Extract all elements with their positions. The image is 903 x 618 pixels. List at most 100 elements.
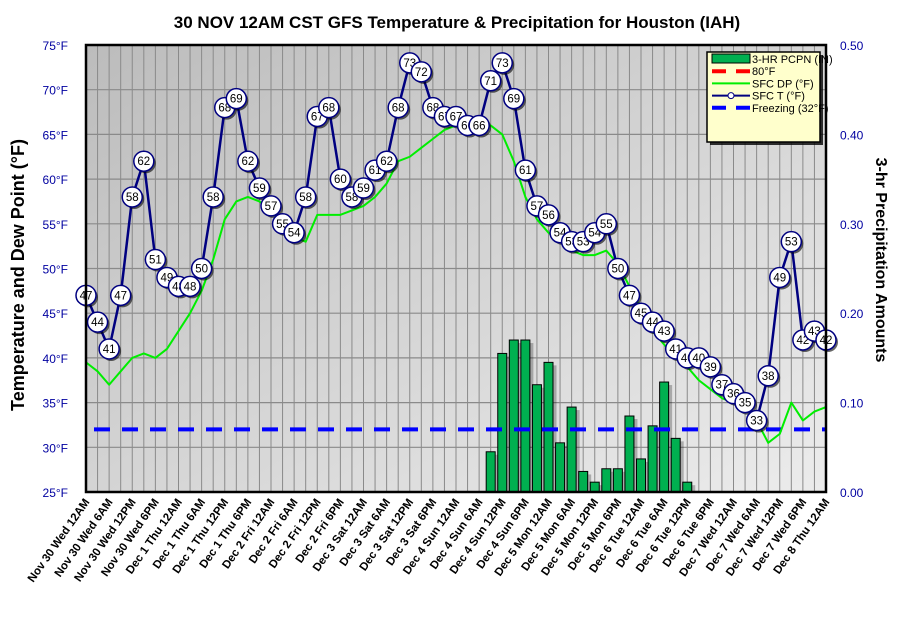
precip-bar (520, 339, 531, 493)
temp-point (98, 338, 120, 360)
temp-data-label: 47 (623, 290, 636, 302)
precip-bar (670, 437, 681, 493)
temp-data-label: 59 (253, 183, 266, 195)
legend-label: 80°F (752, 66, 776, 78)
temp-point (769, 266, 791, 289)
precip-bar (659, 381, 670, 493)
temp-point (248, 177, 271, 199)
temp-point (618, 284, 641, 307)
legend-label: SFC T (°F) (752, 91, 805, 103)
y-tick-label: 50°F (43, 263, 68, 277)
temp-data-label: 72 (415, 67, 428, 79)
temp-data-label: 68 (392, 103, 405, 115)
y2-tick-label: 0.30 (840, 218, 864, 232)
temp-data-label: 71 (484, 76, 497, 88)
temp-point (329, 168, 352, 190)
temp-data-label: 35 (739, 398, 752, 410)
temp-data-label: 44 (91, 317, 104, 329)
temp-point (653, 320, 675, 342)
temp-point (121, 186, 143, 208)
temp-data-label: 59 (357, 183, 370, 195)
precip-bar (497, 352, 508, 493)
y-tick-label: 70°F (43, 84, 68, 98)
temp-point (260, 195, 282, 217)
temp-data-label: 43 (658, 326, 671, 338)
precip-bar (543, 361, 554, 493)
temp-data-label: 62 (380, 156, 393, 168)
plot-border (84, 43, 828, 494)
chart-title: 30 NOV 12AM CST GFS Temperature & Precip… (174, 13, 740, 32)
temp-data-label: 61 (519, 165, 532, 177)
temp-point (179, 275, 201, 298)
y-tick-label: 45°F (43, 307, 68, 321)
temp-point (387, 96, 409, 119)
temp-data-label: 54 (288, 228, 301, 240)
temp-data-label: 50 (195, 264, 208, 276)
temp-data-label: 39 (704, 362, 717, 374)
temp-point (410, 61, 433, 83)
precip-bar (531, 384, 542, 493)
temp-data-label: 53 (577, 237, 590, 249)
temp-point (503, 87, 525, 110)
temp-data-label: 33 (750, 415, 763, 427)
precip-bar (555, 442, 566, 493)
temp-data-label: 56 (542, 210, 555, 222)
legend-label: Freezing (32°F) (752, 103, 829, 115)
temp-data-label: 55 (600, 219, 613, 231)
temp-data-label: 58 (299, 192, 312, 204)
temp-point (237, 150, 259, 172)
temp-point (144, 248, 167, 271)
temp-point (133, 150, 155, 172)
temp-data-label: 38 (762, 371, 775, 383)
temp-point (283, 221, 305, 244)
temp-point (225, 87, 248, 110)
temp-data-label: 47 (114, 290, 127, 302)
y2-tick-label: 0.50 (840, 39, 864, 53)
y2-axis-label: 3-hr Precipitation Amounts (872, 158, 889, 363)
temp-data-label: 51 (149, 255, 162, 267)
y-tick-label: 60°F (43, 173, 68, 187)
legend-label: SFC DP (°F) (752, 78, 814, 90)
precip-bar (601, 468, 612, 493)
y-tick-label: 40°F (43, 352, 68, 366)
precip-bar (647, 425, 658, 493)
temp-data-label: 67 (311, 112, 324, 124)
temp-point (109, 284, 132, 307)
temp-data-label: 62 (241, 156, 254, 168)
temp-point (734, 391, 756, 414)
precip-bar (636, 458, 646, 493)
precip-bar (624, 415, 635, 493)
temp-point (757, 365, 779, 387)
temp-point (479, 70, 502, 92)
y2-tick-label: 0.40 (840, 128, 864, 142)
temp-data-label: 58 (207, 192, 220, 204)
temp-point (595, 213, 618, 235)
y2-tick-label: 0.00 (840, 486, 864, 500)
temp-data-label: 60 (334, 174, 347, 186)
precip-bar (566, 406, 577, 493)
y-axis-label: Temperature and Dew Point (°F) (8, 139, 28, 411)
temp-data-label: 62 (137, 156, 150, 168)
temp-point (491, 52, 513, 74)
temp-point (780, 230, 803, 253)
precip-bar (508, 339, 519, 493)
temp-data-label: 48 (184, 281, 197, 293)
precip-bar (589, 481, 600, 493)
legend-swatch-precip (711, 53, 751, 64)
temp-point (607, 257, 629, 280)
temp-data-label: 66 (473, 120, 486, 132)
legend-swatch-marker (727, 92, 735, 100)
y-tick-label: 55°F (43, 218, 68, 232)
temp-data-label: 50 (611, 264, 624, 276)
temp-data-label: 73 (496, 58, 509, 70)
temp-point (352, 177, 375, 199)
temp-data-label: 53 (785, 237, 798, 249)
temp-data-label: 58 (346, 192, 359, 204)
y-tick-label: 25°F (43, 486, 68, 500)
y-tick-label: 65°F (43, 128, 68, 142)
temp-point (318, 96, 340, 119)
temp-data-label: 69 (230, 94, 243, 106)
y-tick-label: 30°F (43, 441, 68, 455)
